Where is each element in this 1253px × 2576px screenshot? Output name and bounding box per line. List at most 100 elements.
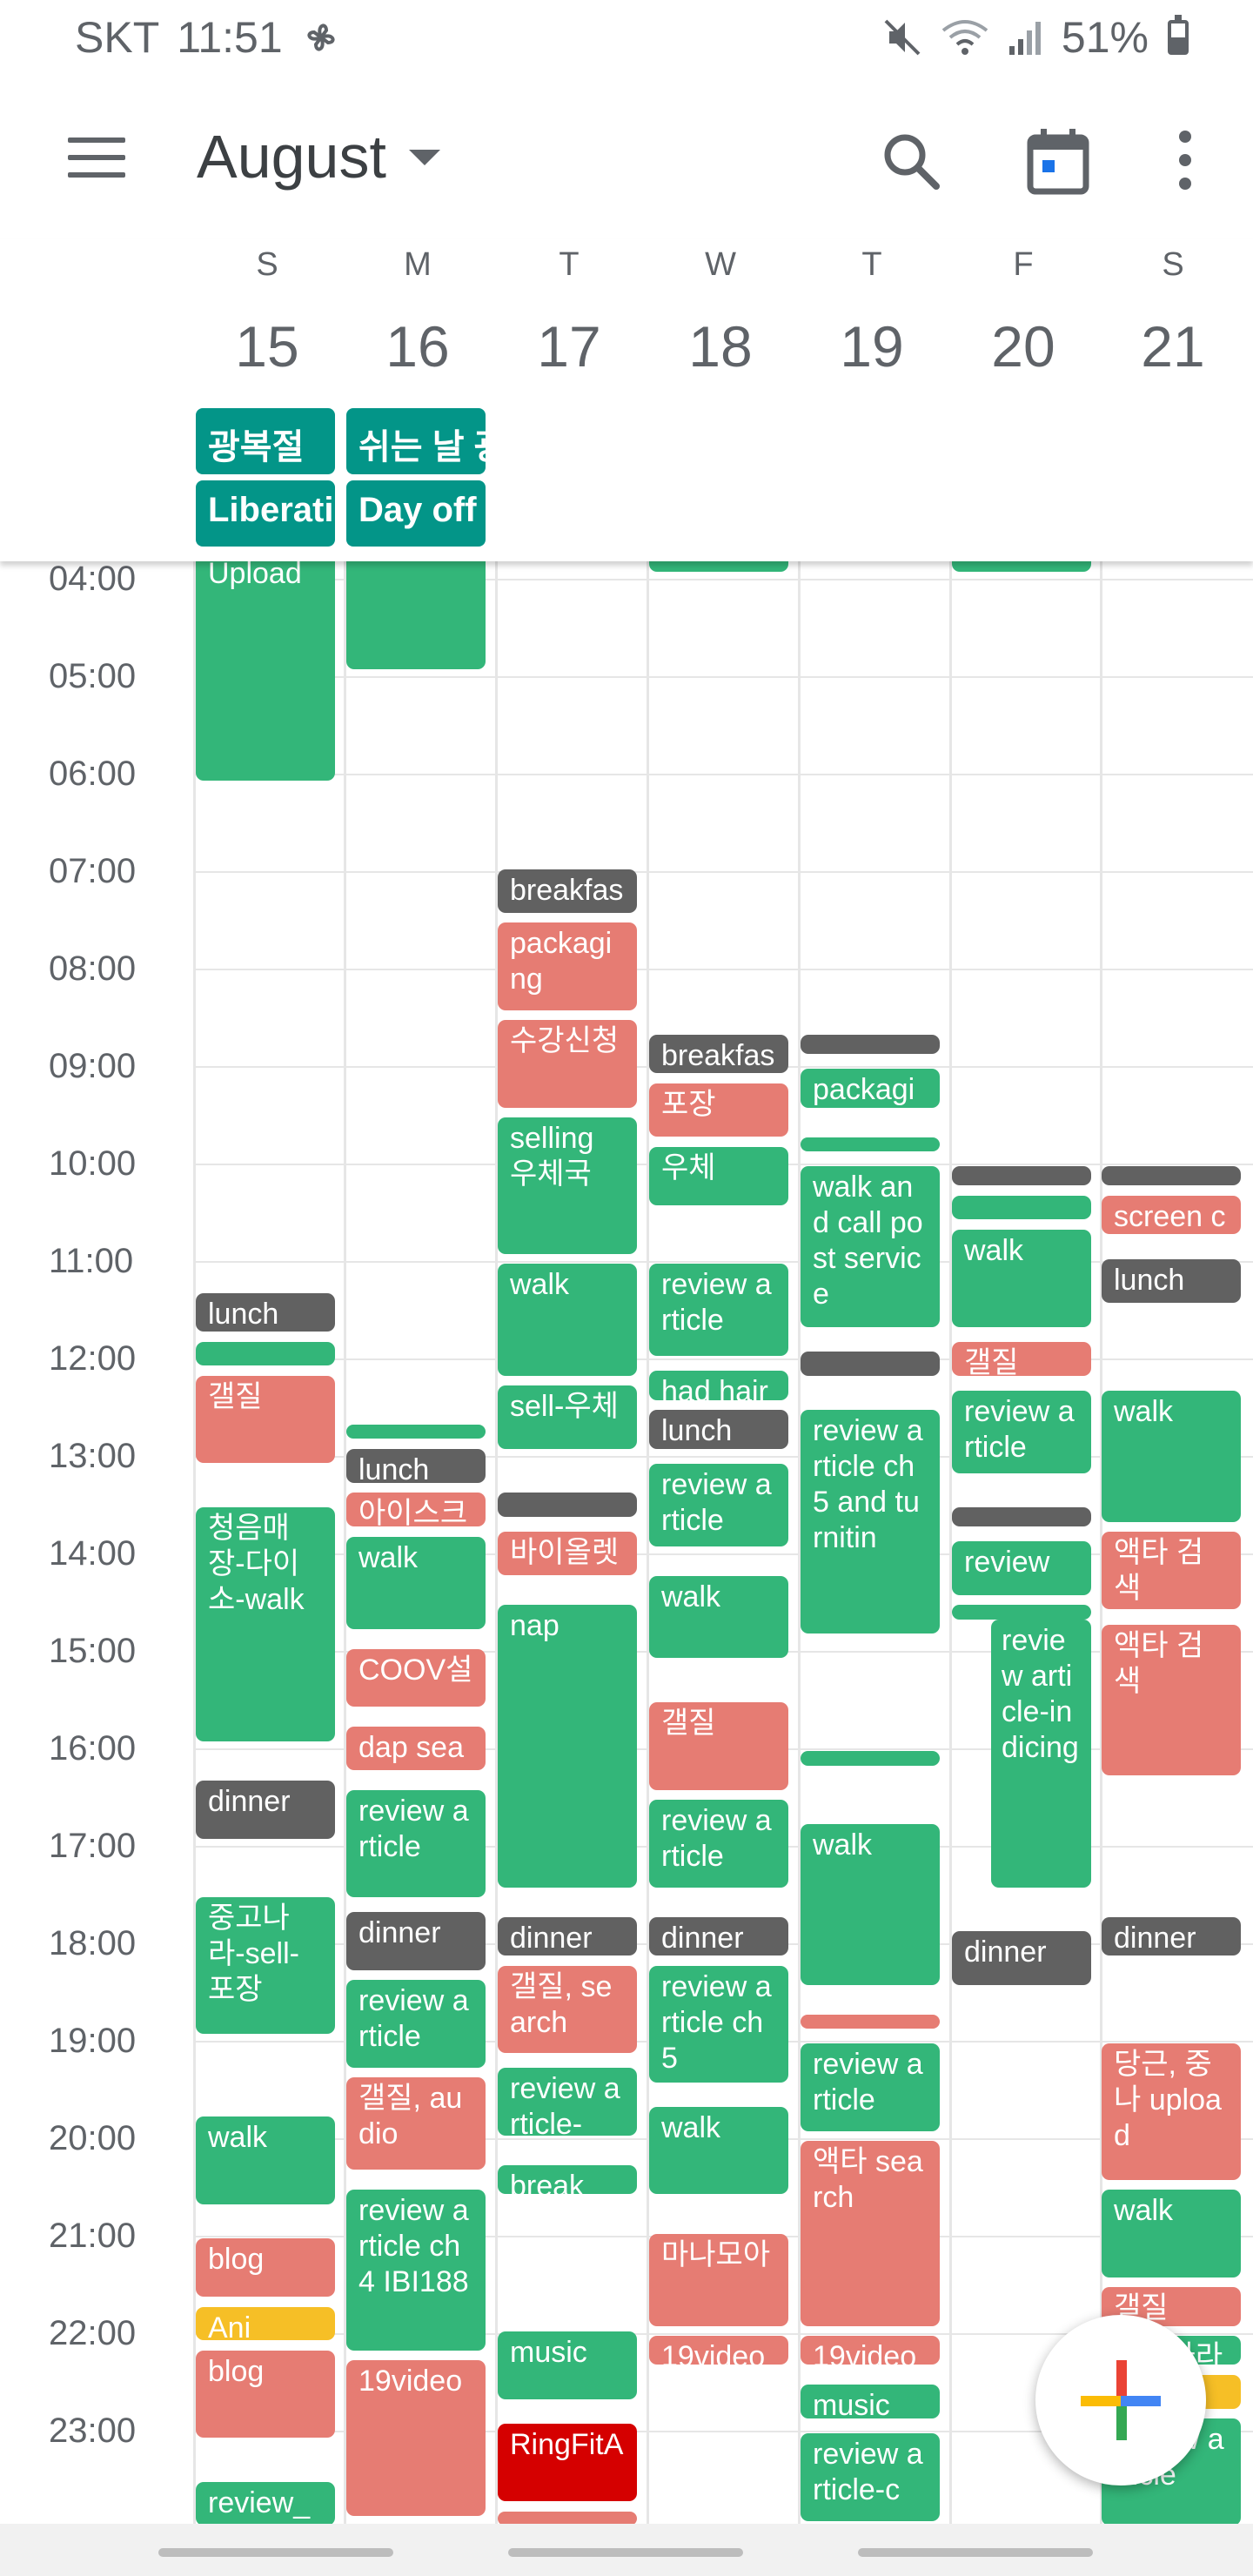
calendar-event[interactable] xyxy=(801,1751,940,1766)
calendar-event[interactable]: had hair c xyxy=(649,1371,788,1400)
nav-back-button[interactable] xyxy=(858,2548,1093,2557)
calendar-event[interactable]: screen co xyxy=(1102,1196,1241,1234)
day-header[interactable]: S 21 xyxy=(1097,239,1249,379)
calendar-event[interactable]: walk xyxy=(649,2107,788,2194)
calendar-event[interactable]: review article xyxy=(346,1790,486,1897)
menu-icon[interactable] xyxy=(68,138,125,178)
calendar-event[interactable]: walk xyxy=(346,1537,486,1629)
calendar-event[interactable] xyxy=(952,561,1091,572)
calendar-event[interactable]: sell-우체 xyxy=(498,1385,637,1449)
calendar-event[interactable] xyxy=(498,2512,637,2524)
calendar-event[interactable]: breakfast xyxy=(498,869,637,913)
calendar-event[interactable]: 우체 xyxy=(649,1147,788,1205)
today-icon[interactable] xyxy=(1027,127,1089,195)
calendar-event[interactable] xyxy=(801,1352,940,1376)
calendar-event[interactable]: packaging xyxy=(801,1069,940,1108)
calendar-event[interactable]: review article ch5 xyxy=(649,1966,788,2083)
calendar-event[interactable]: dinner xyxy=(498,1917,637,1955)
calendar-event[interactable]: 액타 검색 xyxy=(1102,1532,1241,1609)
calendar-event[interactable]: walk xyxy=(196,2116,335,2204)
calendar-event[interactable] xyxy=(1102,1166,1241,1185)
calendar-event[interactable] xyxy=(952,1166,1091,1185)
calendar-event[interactable] xyxy=(196,1342,335,1365)
calendar-event[interactable] xyxy=(801,1035,940,1054)
calendar-event[interactable]: dinner xyxy=(1102,1917,1241,1955)
calendar-event[interactable]: 청음매장-다이소-walk xyxy=(196,1507,335,1741)
calendar-event[interactable]: review xyxy=(952,1541,1091,1595)
calendar-event[interactable]: COOV설 xyxy=(346,1649,486,1707)
calendar-event[interactable]: selling 우체국 xyxy=(498,1117,637,1254)
calendar-event[interactable] xyxy=(952,1605,1091,1620)
calendar-event[interactable]: music xyxy=(801,2385,940,2418)
calendar-event[interactable] xyxy=(801,1137,940,1151)
calendar-event[interactable] xyxy=(952,1507,1091,1526)
calendar-event[interactable]: 갤질 xyxy=(649,1702,788,1790)
calendar-event[interactable]: RingFitA xyxy=(498,2424,637,2501)
calendar-event[interactable]: dap searc xyxy=(346,1727,486,1770)
calendar-event[interactable]: 갤질, search xyxy=(498,1966,637,2053)
calendar-event[interactable] xyxy=(346,561,486,669)
day-header[interactable]: M 16 xyxy=(342,239,493,379)
calendar-event[interactable]: dinner xyxy=(196,1781,335,1839)
calendar-event[interactable]: review article-indicing xyxy=(991,1620,1091,1888)
calendar-event[interactable] xyxy=(801,2015,940,2029)
calendar-event[interactable]: 액타 검색 xyxy=(1102,1625,1241,1775)
all-day-event[interactable]: Liberati xyxy=(196,480,335,547)
all-day-event[interactable]: 광복절 xyxy=(196,408,335,474)
calendar-event[interactable]: Upload xyxy=(196,561,335,781)
calendar-event[interactable]: 액타 search xyxy=(801,2141,940,2326)
calendar-event[interactable]: blog xyxy=(196,2351,335,2438)
calendar-event[interactable]: review article ch4 IBI188 xyxy=(346,2190,486,2351)
calendar-event[interactable]: review article xyxy=(649,1464,788,1546)
calendar-event[interactable]: lunch xyxy=(649,1410,788,1449)
calendar-event[interactable]: walk xyxy=(952,1230,1091,1327)
nav-home-button[interactable] xyxy=(508,2548,743,2557)
calendar-event[interactable]: review article xyxy=(346,1980,486,2068)
calendar-event[interactable]: walk xyxy=(498,1264,637,1376)
calendar-event[interactable] xyxy=(649,561,788,572)
calendar-event[interactable]: review article xyxy=(952,1391,1091,1473)
calendar-event[interactable]: lunch xyxy=(346,1449,486,1483)
calendar-event[interactable]: lunch xyxy=(1102,1259,1241,1303)
calendar-event[interactable]: 갤질 xyxy=(196,1376,335,1463)
calendar-event[interactable]: walk and call post service xyxy=(801,1166,940,1327)
calendar-event[interactable]: nap xyxy=(498,1605,637,1888)
calendar-event[interactable]: review article xyxy=(649,1264,788,1356)
calendar-event[interactable]: 19video xyxy=(346,2360,486,2516)
calendar-event[interactable]: review article- xyxy=(498,2068,637,2136)
calendar-event[interactable] xyxy=(346,1425,486,1439)
calendar-event[interactable]: breakfast xyxy=(649,1035,788,1073)
day-header[interactable]: T 19 xyxy=(796,239,948,379)
calendar-event[interactable]: review article xyxy=(649,1800,788,1888)
calendar-event[interactable]: review article xyxy=(801,2043,940,2131)
calendar-event[interactable]: dinner xyxy=(346,1912,486,1970)
calendar-event[interactable]: dinner xyxy=(649,1917,788,1955)
calendar-event[interactable]: review article ch5 and turnitin xyxy=(801,1410,940,1633)
calendar-event[interactable]: 바이올렛 xyxy=(498,1532,637,1575)
all-day-event[interactable]: Day off xyxy=(346,480,486,547)
search-icon[interactable] xyxy=(881,131,941,191)
calendar-event[interactable]: walk xyxy=(649,1576,788,1658)
calendar-event[interactable]: 아이스크림 xyxy=(346,1493,486,1526)
time-grid[interactable]: 04:00 05:00 06:00 07:00 08:00 09:00 10:00 11:00… xyxy=(0,561,1253,2524)
calendar-event[interactable]: walk xyxy=(801,1824,940,1985)
calendar-event[interactable]: 19video xyxy=(801,2336,940,2365)
calendar-event[interactable]: lunch xyxy=(196,1293,335,1332)
calendar-event[interactable]: Ani xyxy=(196,2307,335,2340)
calendar-event[interactable] xyxy=(498,1493,637,1517)
calendar-event[interactable]: 마나모아 xyxy=(649,2234,788,2326)
calendar-event[interactable]: 포장 xyxy=(649,1083,788,1137)
calendar-event[interactable]: packaging xyxy=(498,922,637,1010)
month-title[interactable]: August xyxy=(197,123,386,191)
caret-down-icon[interactable] xyxy=(409,150,440,165)
calendar-event[interactable]: 당근, 중나 upload xyxy=(1102,2043,1241,2180)
calendar-event[interactable]: music xyxy=(498,2331,637,2399)
calendar-event[interactable]: 갤질 xyxy=(952,1342,1091,1376)
day-header[interactable]: F 20 xyxy=(948,239,1099,379)
day-header[interactable]: W 18 xyxy=(645,239,796,379)
calendar-event[interactable]: 중고나라-sell-포장 xyxy=(196,1897,335,2034)
day-header[interactable]: T 17 xyxy=(493,239,645,379)
calendar-event[interactable] xyxy=(952,1196,1091,1219)
calendar-event[interactable]: 19video xyxy=(649,2336,788,2365)
calendar-event[interactable]: walk xyxy=(1102,2190,1241,2277)
